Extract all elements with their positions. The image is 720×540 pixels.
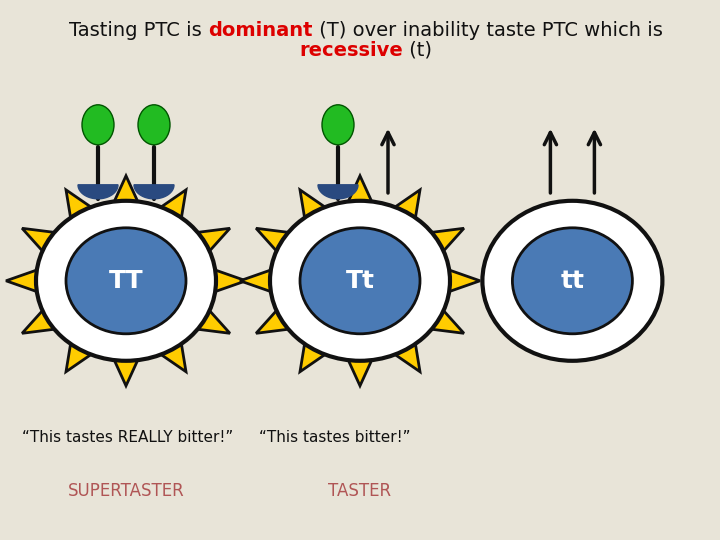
Ellipse shape [300,228,420,334]
Ellipse shape [66,228,186,334]
Text: (t): (t) [403,40,433,59]
Polygon shape [78,185,118,199]
Text: Tasting PTC is: Tasting PTC is [69,21,208,39]
Ellipse shape [36,201,216,361]
Polygon shape [240,176,480,386]
Ellipse shape [270,201,450,361]
Text: TASTER: TASTER [328,482,392,501]
Text: dominant: dominant [208,21,312,39]
Text: TT: TT [109,269,143,293]
Polygon shape [6,176,246,386]
Ellipse shape [138,105,170,145]
Text: SUPERTASTER: SUPERTASTER [68,482,184,501]
Text: (T) over inability taste PTC which is: (T) over inability taste PTC which is [312,21,662,39]
Text: Tt: Tt [346,269,374,293]
Text: “This tastes bitter!”: “This tastes bitter!” [259,430,410,445]
Ellipse shape [513,228,632,334]
Ellipse shape [322,105,354,145]
Polygon shape [134,185,174,199]
Ellipse shape [82,105,114,145]
Text: recessive: recessive [300,40,403,59]
Ellipse shape [482,201,662,361]
Text: “This tastes REALLY bitter!”: “This tastes REALLY bitter!” [22,430,233,445]
Polygon shape [318,185,358,199]
Text: tt: tt [560,269,585,293]
